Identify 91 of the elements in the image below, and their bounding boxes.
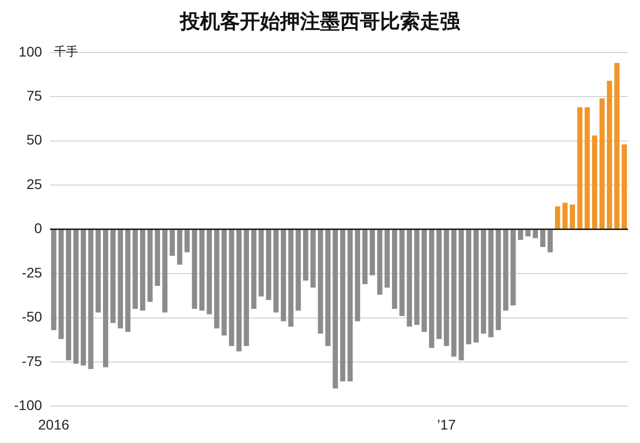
y-tick-label: 25 [26,176,42,192]
x-tick-label: 2016 [38,416,70,432]
bar [577,107,582,229]
bar [258,230,264,297]
bar [88,230,94,370]
bar [96,230,101,312]
bar [251,230,256,309]
bar [58,230,64,339]
bar [540,230,546,247]
bar [474,230,479,343]
bar [273,230,279,312]
bar [436,230,442,339]
bar [562,202,568,229]
bar [466,230,472,344]
bar [222,230,227,336]
bar [599,98,605,229]
chart-title: 投机客开始押注墨西哥比索走强 [178,8,462,35]
bar [303,230,308,281]
bar [73,230,79,364]
bar [370,230,375,276]
bar [310,230,316,288]
bar [480,230,486,334]
bar [503,230,508,311]
bar [496,230,501,330]
bar [228,230,234,346]
bar [525,230,531,236]
bar [606,80,612,229]
y-tick-label: 50 [26,132,42,148]
bar [266,230,272,300]
bar [66,230,72,360]
bar [518,230,524,240]
bar [614,63,620,229]
bar [296,230,301,311]
bar [51,230,56,330]
y-tick-label: -75 [22,352,42,369]
bar [354,230,360,322]
bar [399,230,405,316]
bar [162,230,168,312]
bar [192,230,198,309]
bar [570,204,576,229]
bar [510,230,516,306]
y-tick-label: 100 [18,43,42,60]
bar [592,136,598,229]
y-tick-label: 0 [34,220,42,236]
bar [154,230,160,286]
bar [125,230,130,332]
y-tick-label: -50 [22,308,42,325]
y-tick-label: -100 [14,397,42,414]
bar [392,230,398,309]
bar [206,230,212,314]
bar [406,230,412,327]
bar [244,230,249,346]
bar [280,230,286,322]
y-axis-title: 千手 [54,44,78,59]
y-tick-label: 75 [26,87,42,104]
bar [140,230,146,311]
bar [422,230,427,332]
bar [458,230,464,360]
bar [103,230,108,368]
bar [488,230,494,338]
bar [170,230,175,256]
bar [584,107,590,229]
x-tick-label: ’17 [437,416,456,432]
bar [429,230,434,348]
bar [532,230,538,238]
bar [318,230,324,334]
bar [325,230,330,346]
bar [332,230,338,389]
bar [214,230,220,328]
bar [147,230,153,302]
bar [622,144,627,229]
bar [348,230,353,382]
y-tick-label: -25 [22,264,42,280]
bar [451,230,456,357]
bar [80,230,86,366]
bar [414,230,420,325]
bar [199,230,205,311]
bar [184,230,190,252]
bar [110,230,116,324]
bar [362,230,368,284]
bar [177,230,182,265]
bar [118,230,124,328]
bar [236,230,242,352]
bar [444,230,450,346]
bar [340,230,346,382]
bar [132,230,138,309]
bar [384,230,390,288]
bar [555,206,560,229]
bar [288,230,294,327]
bar [377,230,382,295]
bar [548,230,553,252]
